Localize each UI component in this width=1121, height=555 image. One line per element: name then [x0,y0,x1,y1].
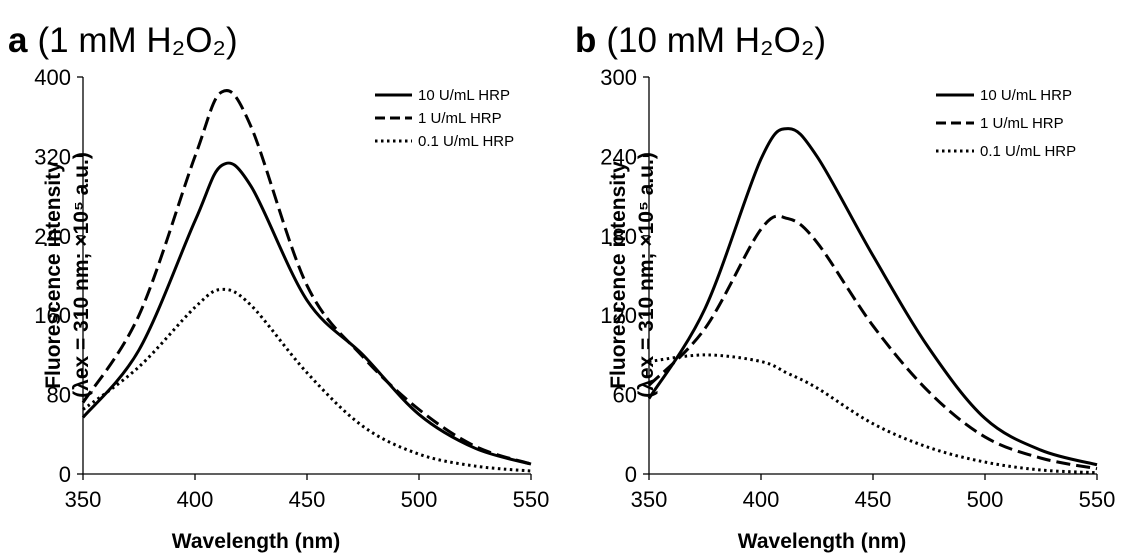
panel-a: a (1 mM H₂O₂) Fluorescence intensity (λex… [8,21,549,553]
panel-b-legend-label: 0.1 U/mL HRP [980,143,1076,160]
panel-a-series-solid [81,161,532,466]
panel-a-series-dotted [82,287,532,473]
panel-b-series-solid [647,127,1098,467]
panel-a-y-tick-label: 400 [34,65,71,90]
panel-a-title-text: (1 mM H₂O₂) [37,21,237,60]
panel-b-x-tick-label: 400 [743,487,780,512]
panel-a-ylabel-line2: (λex = 310 nm; ×10⁵ a.u.) [70,152,93,398]
panel-a-legend-label: 10 U/mL HRP [418,87,510,104]
panel-a-y-tick-label: 0 [59,462,71,487]
panel-b-x-tick-label: 450 [855,487,892,512]
panel-a-y-tick-label: 320 [34,144,71,169]
panel-b-title-text: (10 mM H₂O₂) [606,21,826,60]
panel-a-letter: a [8,21,28,60]
panel-b-ylabel-line1: Fluorescence intensity [607,161,630,389]
panel-a-x-tick-label: 350 [65,487,102,512]
panel-b-y-tick-label: 180 [600,224,637,249]
panel-a-ylabel: Fluorescence intensity (λex = 310 nm; ×1… [42,152,93,398]
panel-a-legend-label: 0.1 U/mL HRP [418,133,514,150]
panel-b-letter: b [575,21,596,60]
panel-b-y-tick-label: 240 [600,144,637,169]
panel-a-series-dashed [81,89,532,466]
panel-a-x-tick-label: 400 [177,487,214,512]
panel-b-y-tick-label: 0 [625,462,637,487]
panel-b-x-tick-label: 550 [1079,487,1116,512]
panel-a-title: a (1 mM H₂O₂) [8,21,238,60]
panel-a-ylabel-line1: Fluorescence intensity [42,161,65,389]
panel-b-title: b (10 mM H₂O₂) [575,21,826,60]
panel-b-ylabel: Fluorescence intensity (λex = 310 nm; ×1… [607,152,658,398]
panel-b-y-tick-label: 60 [613,383,637,408]
panel-a-y-tick-label: 80 [47,383,71,408]
panel-b-series-dashed [647,214,1098,471]
panel-a-x-tick-label: 450 [289,487,326,512]
panel-b-x-tick-label: 500 [967,487,1004,512]
panel-b-legend-label: 1 U/mL HRP [980,115,1064,132]
panel-a-plot-area: 0 80 160 240 320 400 350 400 450 500 550 10 U/mL HR… [34,65,549,512]
panel-a-legend-label: 1 U/mL HRP [418,110,502,127]
panel-a-y-tick-label: 160 [34,303,71,328]
panel-a-x-tick-label: 500 [401,487,438,512]
panel-a-xlabel: Wavelength (nm) [172,530,340,553]
panel-b: b (10 mM H₂O₂) Fluorescence intensity (λe… [575,21,1115,553]
panel-b-ylabel-line2: (λex = 310 nm; ×10⁵ a.u.) [635,152,658,398]
panel-b-xlabel: Wavelength (nm) [738,530,906,553]
panel-b-x-tick-label: 350 [631,487,668,512]
panel-b-y-tick-label: 300 [600,65,637,90]
panel-b-legend-label: 10 U/mL HRP [980,87,1072,104]
panel-a-y-tick-label: 240 [34,224,71,249]
panel-a-x-tick-label: 550 [513,487,550,512]
panel-b-y-tick-label: 120 [600,303,637,328]
panel-b-plot-area: 0 60 120 180 240 300 350 400 450 500 550 10 U/mL HR… [600,65,1115,512]
